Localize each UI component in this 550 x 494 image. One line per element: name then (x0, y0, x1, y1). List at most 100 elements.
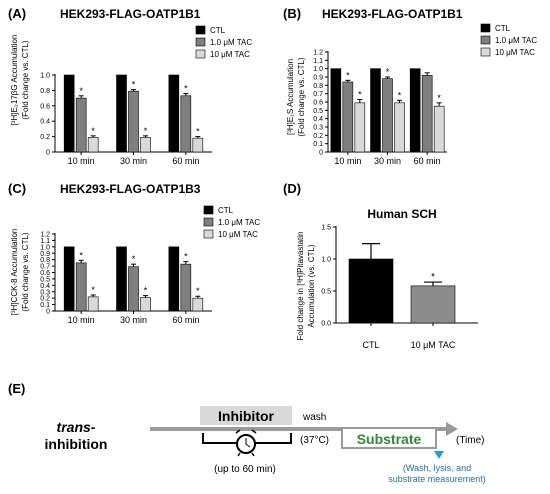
panel-a-bar (63, 74, 75, 153)
panel-a-bar (75, 97, 87, 153)
panel-b-ytick-label: 0.2 (313, 133, 323, 140)
panel-a-legend-label: 1.0 μM TAC (210, 38, 252, 47)
panel-b-legend-swatch (480, 47, 491, 57)
panel-a-significance-label: * (91, 126, 95, 136)
panel-b-category-label: 60 min (414, 156, 441, 166)
duration-label: (up to 60 min) (214, 464, 276, 475)
panel-a-ytick-label: 1.0 (40, 73, 50, 80)
panel-a-bar (128, 90, 139, 153)
panel-d-chart: (D) Human SCH Fold change in [³H]Pitavas… (283, 181, 478, 350)
panel-a-legend-swatch (195, 25, 206, 35)
panel-b-label: (B) (283, 6, 301, 21)
panel-c-ytick-label: 1.0 (40, 244, 50, 251)
panel-c-ytick-label: 0.7 (40, 264, 50, 271)
panel-b-ytick-label: 0.8 (313, 83, 323, 90)
panel-c-legend-swatch (203, 229, 214, 239)
clock-icon (235, 429, 257, 457)
panel-d-title: Human SCH (367, 207, 436, 221)
panel-b-bar (409, 68, 421, 153)
panel-c-category-label: 30 min (120, 315, 147, 325)
panel-b-chart: (B) HEK293-FLAG-OATP1B1 [³H]E₁S Accumula… (283, 6, 537, 166)
panel-a-bar (140, 137, 151, 153)
panel-c-category-label: 10 min (68, 315, 95, 325)
panel-b-bar (433, 105, 445, 153)
panel-a-category-label: 10 min (68, 156, 95, 166)
measurement-marker-icon (434, 451, 444, 459)
panel-c-legend-label: 10 μM TAC (218, 230, 258, 239)
panel-b-bar (342, 81, 354, 153)
panel-c-category-label: 60 min (172, 315, 199, 325)
panel-c-ytick-label: 0.5 (40, 276, 50, 283)
panel-b-ytick-label: 0.3 (313, 125, 323, 132)
panel-a-title: HEK293-FLAG-OATP1B1 (60, 7, 201, 21)
panel-c-ytick-label: 0.4 (40, 283, 50, 290)
panel-b-bar (394, 102, 405, 153)
panel-d-ytick-label: 0.5 (321, 289, 331, 296)
panel-b-ytick-label: 0.5 (313, 108, 323, 115)
panel-c-legend-label: CTL (218, 206, 234, 215)
panel-b-legend-swatch (480, 23, 491, 33)
panel-c-ytick-label: 0.1 (40, 302, 50, 309)
panel-c-label: (C) (8, 181, 26, 196)
panel-a-ytick-label: 0 (46, 150, 50, 157)
panel-b-ytick-label: 0.4 (313, 116, 323, 123)
panel-a-category-label: 30 min (120, 156, 147, 166)
panel-a-label: (A) (8, 6, 26, 21)
panel-a-bar (116, 74, 127, 153)
panel-a-legend-label: CTL (210, 26, 226, 35)
panel-a-legend-swatch (195, 49, 206, 59)
panel-b-ytick-label: 0.7 (313, 91, 323, 98)
panel-b-category-label: 30 min (374, 156, 401, 166)
panel-b-bar (421, 75, 433, 153)
panel-b-ytick-label: 1.0 (313, 66, 323, 73)
panel-a-ytick-label: 0.6 (40, 103, 50, 110)
panel-d-category-label: CTL (362, 340, 379, 350)
panel-c-ylabel-line2: (Fold change vs. CTL) (21, 232, 30, 311)
panel-c-bar (180, 263, 192, 312)
caption-line2: substrate measurement) (388, 474, 486, 484)
panel-c-ytick-label: 0.8 (40, 257, 50, 264)
panel-d-category-label: 10 μM TAC (411, 340, 456, 350)
panel-b-legend-label: CTL (495, 24, 511, 33)
panel-c-ylabel-line1: [³H]CCK-8 Accumulation (10, 229, 19, 316)
panel-d-bar (348, 258, 394, 324)
panel-a-chart: (A) HEK293-FLAG-OATP1B1 [³H]E₂17βG Accum… (8, 6, 252, 166)
panel-b-bar (354, 102, 366, 153)
inhibitor-box (200, 406, 292, 425)
panel-b-category-label: 10 min (334, 156, 361, 166)
panel-b-legend-swatch (480, 35, 491, 45)
timeline-arrowhead (446, 422, 458, 436)
panel-b-ytick-label: 1.1 (313, 58, 323, 65)
panel-c-ytick-label: 0.3 (40, 289, 50, 296)
panel-a-significance-label: * (184, 83, 188, 93)
panel-a-significance-label: * (144, 126, 148, 136)
panel-c-significance-label: * (184, 252, 188, 262)
panel-a-category-label: 60 min (172, 156, 199, 166)
panel-b-ylabel-line1: [³H]E₁S Accumulation (286, 59, 295, 135)
panel-e-label: (E) (8, 381, 25, 396)
wash-label: wash (302, 412, 326, 423)
panel-c-ytick-label: 1.1 (40, 238, 50, 245)
trans-label: trans- (57, 419, 96, 435)
panel-c-significance-label: * (79, 250, 83, 260)
panel-b-title: HEK293-FLAG-OATP1B1 (322, 7, 463, 21)
panel-c-ytick-label: 0.9 (40, 251, 50, 258)
panel-c-title: HEK293-FLAG-OATP1B3 (60, 182, 201, 196)
temperature-label: (37°C) (300, 435, 329, 446)
panel-a-ytick-label: 0.4 (40, 119, 50, 126)
panel-d-label: (D) (283, 181, 301, 196)
panel-c-chart: (C) HEK293-FLAG-OATP1B3 [³H]CCK-8 Accumu… (8, 181, 260, 325)
panel-c-bar (87, 296, 99, 312)
panel-c-bar (192, 297, 204, 312)
panel-a-ytick-label: 0.8 (40, 88, 50, 95)
panel-b-bar (330, 68, 342, 153)
panel-b-ytick-label: 0.1 (313, 141, 323, 148)
panel-a-ylabel-line2: (Fold change vs. CTL) (21, 40, 30, 119)
panel-c-bar (75, 262, 87, 312)
panel-b-significance-label: * (398, 90, 402, 100)
panel-d-significance-label: * (431, 272, 435, 283)
panel-a-legend-swatch (195, 37, 206, 47)
panel-d-ytick-label: 1.0 (321, 257, 331, 264)
panel-b-significance-label: * (437, 93, 441, 103)
